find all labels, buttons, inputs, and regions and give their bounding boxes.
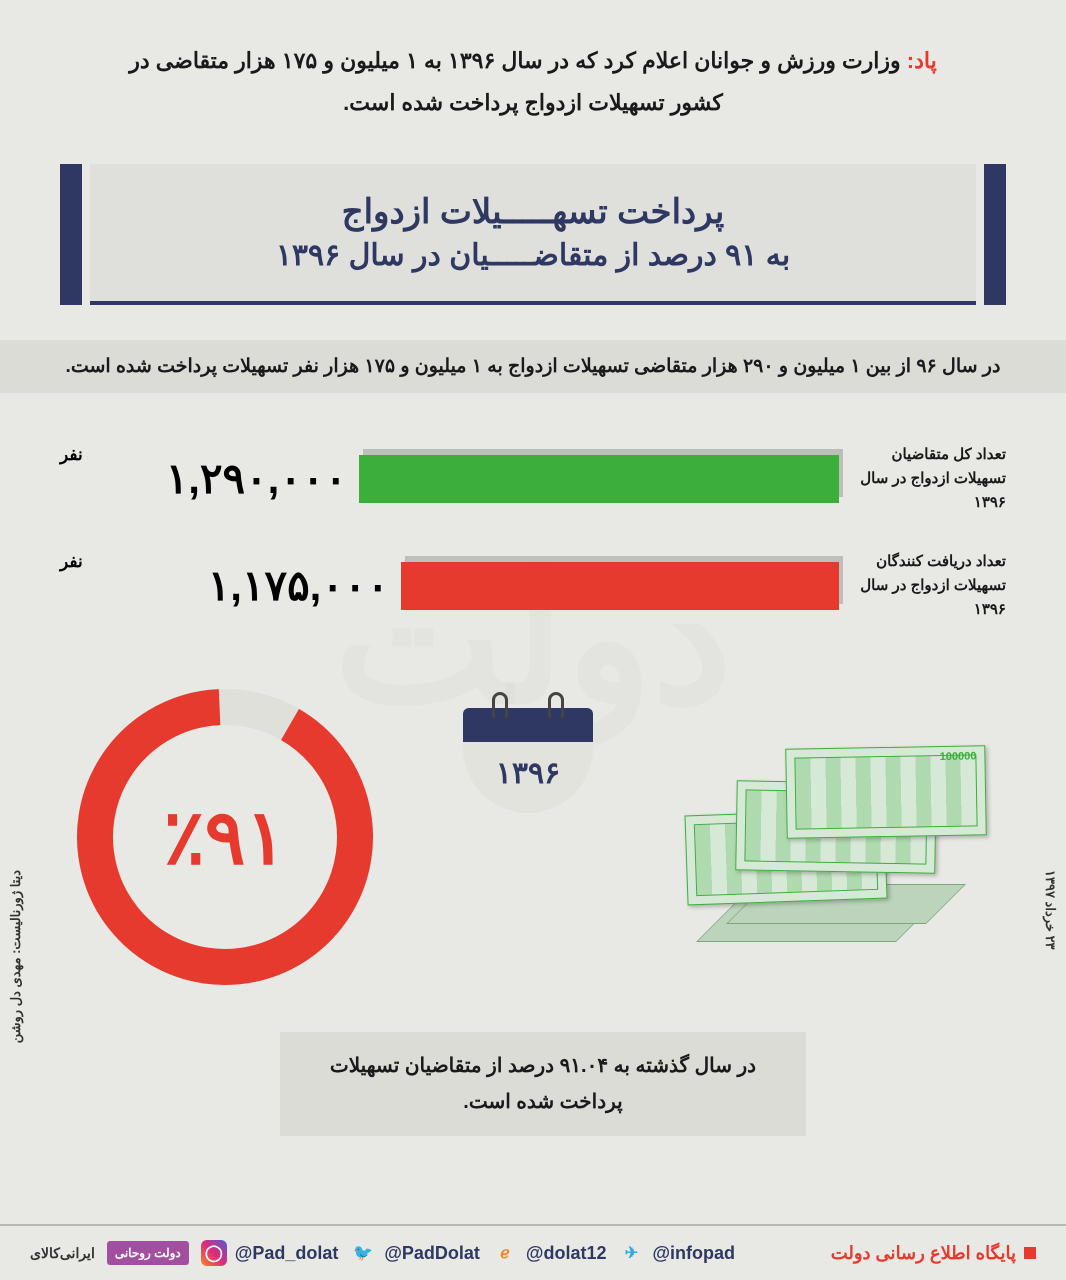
bar-label: تعداد دریافت کنندگان تسهیلات ازدواج در س…	[851, 550, 1006, 622]
side-credit-text: دیتا ژورنالیست: مهدی دل روشن	[8, 870, 23, 1043]
title-line2: به ۹۱ درصد از متقاضـــــیان در سال ۱۳۹۶	[110, 238, 956, 273]
money-stack-icon	[676, 712, 996, 942]
bar-row-recipients: تعداد دریافت کنندگان تسهیلات ازدواج در س…	[60, 550, 1006, 622]
twitter-icon: 🐦	[350, 1240, 376, 1266]
intro-body: وزارت ورزش و جوانان اعلام کرد که در سال …	[129, 48, 900, 115]
source-text: پایگاه اطلاع رسانی دولت	[831, 1243, 1016, 1264]
bar-value: ۱,۲۹۰,۰۰۰	[99, 454, 347, 503]
title-sidebar-right	[984, 164, 1006, 305]
title-box: پرداخت تسهـــــیلات ازدواج به ۹۱ درصد از…	[90, 164, 976, 305]
handle-text: @Pad_dolat	[235, 1243, 339, 1264]
footer: ایرانی‌کالای دولت روحانی ◯ @Pad_dolat 🐦 …	[0, 1224, 1066, 1280]
telegram-icon: ✈	[619, 1240, 645, 1266]
calendar-icon: ۱۳۹۶	[463, 692, 593, 813]
title-line1: پرداخت تسهـــــیلات ازدواج	[110, 192, 956, 232]
info-strip-bottom: در سال گذشته به ۹۱.۰۴ درصد از متقاضیان ت…	[280, 1032, 806, 1136]
bar-fill-green	[359, 455, 839, 503]
handle-text: @dolat12	[526, 1243, 607, 1264]
bar-row-applicants: تعداد کل متقاضیان تسهیلات ازدواج در سال …	[60, 443, 1006, 515]
footer-source: پایگاه اطلاع رسانی دولت	[831, 1243, 1036, 1264]
bar-chart: تعداد کل متقاضیان تسهیلات ازدواج در سال …	[60, 443, 1006, 622]
bar-unit: نفر	[60, 445, 83, 465]
bar-track	[401, 562, 839, 610]
donut-percent-text: ٪۹۱	[164, 792, 286, 881]
title-block: پرداخت تسهـــــیلات ازدواج به ۹۱ درصد از…	[90, 164, 976, 305]
calendar-year: ۱۳۹۶	[463, 742, 593, 813]
handle-text: @infopad	[653, 1243, 736, 1264]
e-icon: ℯ	[492, 1240, 518, 1266]
footer-badge: دولت روحانی	[107, 1241, 189, 1265]
instagram-icon: ◯	[201, 1240, 227, 1266]
bar-track	[359, 455, 839, 503]
lower-section: ۱۳۹۶ ٪۹۱	[70, 682, 996, 992]
intro-paragraph: پاد: وزارت ورزش و جوانان اعلام کرد که در…	[0, 0, 1066, 154]
footer-logo: ایرانی‌کالای	[30, 1245, 95, 1262]
side-date-text: ۲۳ خرداد ۱۳۹۷	[1043, 870, 1058, 950]
calendar-head: ۱۳۹۶	[463, 708, 593, 813]
social-instagram[interactable]: ◯ @Pad_dolat	[201, 1240, 339, 1266]
intro-lead: پاد:	[907, 48, 937, 73]
bar-value: ۱,۱۷۵,۰۰۰	[99, 561, 389, 610]
info-strip-top: در سال ۹۶ از بین ۱ میلیون و ۲۹۰ هزار متق…	[0, 340, 1066, 393]
bar-fill-red	[401, 562, 839, 610]
bar-unit: نفر	[60, 552, 83, 572]
handle-text: @PadDolat	[384, 1243, 480, 1264]
social-telegram[interactable]: ✈ @infopad	[619, 1240, 736, 1266]
social-twitter[interactable]: 🐦 @PadDolat	[350, 1240, 480, 1266]
social-eitaa[interactable]: ℯ @dolat12	[492, 1240, 607, 1266]
title-sidebar-left	[60, 164, 82, 305]
square-icon	[1024, 1247, 1036, 1259]
bar-label: تعداد کل متقاضیان تسهیلات ازدواج در سال …	[851, 443, 1006, 515]
donut-chart: ٪۹۱	[70, 682, 380, 992]
